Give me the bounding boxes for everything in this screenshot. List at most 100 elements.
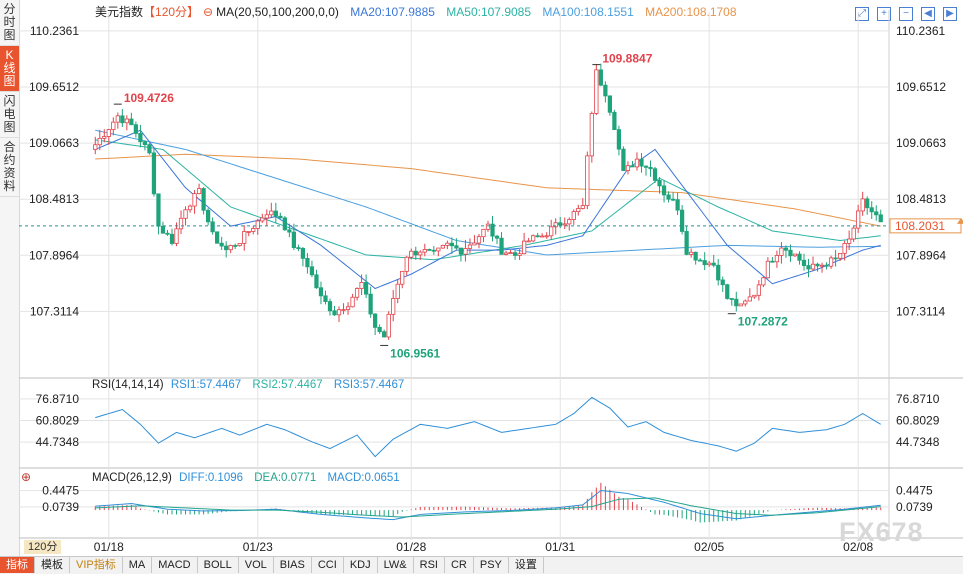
candle-down	[215, 231, 220, 244]
tab-lw[interactable]: LW&	[378, 557, 414, 573]
candle-down	[309, 266, 315, 276]
tab-vol[interactable]: VOL	[239, 557, 274, 573]
candle-down	[449, 242, 455, 247]
tab-kdj[interactable]: KDJ	[344, 557, 378, 573]
sidebar-item-intraday[interactable]: 分时图	[0, 0, 19, 46]
tab-vip-indicators[interactable]: VIP指标	[70, 557, 123, 573]
candle-up	[400, 270, 405, 285]
candle-up	[251, 228, 256, 232]
candle-up	[391, 298, 396, 315]
candle-up	[246, 231, 251, 233]
candle-down	[363, 282, 369, 295]
tab-cr[interactable]: CR	[445, 557, 474, 573]
candle-up	[255, 220, 260, 229]
period-label[interactable]: 【120分】	[143, 5, 200, 19]
candle-up	[761, 277, 766, 286]
candle-up	[594, 69, 599, 114]
macd-tick-left: 0.4475	[42, 484, 79, 498]
candle-up	[562, 223, 567, 226]
candle-down	[224, 245, 229, 251]
candle-up	[521, 240, 527, 255]
candle-up	[765, 260, 771, 279]
tab-settings[interactable]: 设置	[509, 557, 544, 573]
tab-psy[interactable]: PSY	[474, 557, 509, 573]
candle-up	[540, 235, 545, 238]
candle-up	[580, 205, 585, 209]
candle-down	[702, 260, 707, 266]
candle-up	[187, 205, 193, 211]
candle-up	[837, 252, 843, 259]
candle-up	[743, 300, 748, 305]
candle-up	[264, 214, 269, 219]
candle-down	[147, 144, 152, 154]
candle-down	[725, 284, 730, 299]
settings-icon[interactable]: ⊖	[203, 5, 214, 19]
zoom-out-icon[interactable]: −	[899, 7, 913, 21]
tab-cci[interactable]: CCI	[312, 557, 344, 573]
scroll-right-icon[interactable]: ▶	[943, 7, 957, 21]
candle-up	[567, 219, 572, 225]
candle-up	[576, 208, 581, 212]
candle-down	[490, 223, 495, 237]
price-tick-left: 108.4813	[29, 192, 79, 206]
candle-down	[878, 214, 883, 223]
sidebar-item-contract-info[interactable]: 合约资料	[0, 138, 19, 197]
candle-up	[517, 253, 522, 256]
ma-legend: 美元指数【120分】 ⊖ MA(20,50,100,200,0,0) MA20:10…	[95, 3, 745, 20]
candle-down	[865, 198, 870, 209]
rsi3-value: RSI3:57.4467	[333, 379, 405, 391]
time-tick-label: 01/18	[94, 540, 124, 554]
candle-up	[485, 223, 491, 230]
candle-up	[196, 188, 202, 195]
scroll-left-icon[interactable]: ◀	[921, 7, 935, 21]
candle-up	[354, 288, 360, 298]
candle-down	[382, 331, 387, 338]
tab-templates[interactable]: 模板	[35, 557, 70, 573]
candle-up	[476, 236, 482, 244]
macd-settings-icon[interactable]: ⊕	[21, 470, 32, 484]
rsi1-value: RSI1:57.4467	[170, 379, 242, 391]
sidebar-item-flash[interactable]: 闪电图	[0, 92, 19, 138]
candle-down	[368, 293, 373, 315]
rsi2-value: RSI2:57.4467	[252, 379, 323, 391]
candle-down	[327, 301, 333, 312]
ma100-value: MA100:108.1551	[542, 5, 634, 19]
candle-up	[747, 296, 752, 302]
tab-ma[interactable]: MA	[123, 557, 153, 573]
window-buttons: ⤢ + − ◀ ▶	[847, 3, 957, 21]
candle-down	[156, 193, 161, 227]
tab-boll[interactable]: BOLL	[198, 557, 239, 573]
tab-indicators[interactable]: 指标	[0, 557, 35, 573]
candle-down	[693, 251, 698, 261]
ma50-value: MA50:107.9085	[446, 5, 532, 19]
candle-down	[138, 133, 143, 143]
chart-svg[interactable]: 110.2361 110.2361 109.6512 109.6512 109.0663…	[19, 0, 963, 556]
candle-up	[625, 165, 631, 171]
candle-up	[228, 245, 233, 251]
candle-up	[269, 210, 274, 216]
macd-tick-right: 0.0739	[896, 500, 933, 514]
zoom-in-icon[interactable]: +	[877, 7, 891, 21]
rsi-tick-left: 76.8710	[36, 392, 80, 406]
candle-up	[350, 296, 355, 308]
period-selector[interactable]: 120分	[24, 540, 62, 554]
rsi-label: RSI(14,14,14)	[92, 379, 164, 391]
macd-legend: MACD(26,12,9) DIFF:0.1096 DEA:0.0771 MAC…	[92, 472, 408, 484]
candle-down	[332, 310, 337, 316]
candle-up	[111, 121, 116, 131]
candle-down	[373, 313, 378, 328]
candle-down	[869, 207, 874, 213]
fullscreen-icon[interactable]: ⤢	[855, 7, 869, 21]
dea-line	[95, 497, 881, 518]
ma100-line	[95, 129, 881, 256]
tab-bias[interactable]: BIAS	[274, 557, 312, 573]
tab-rsi[interactable]: RSI	[414, 557, 445, 573]
grid-layer	[19, 10, 963, 540]
tab-macd[interactable]: MACD	[152, 557, 198, 573]
candle-down	[607, 95, 613, 113]
candle-down	[458, 247, 464, 255]
current-price-arrow	[957, 217, 963, 224]
indicator-layer	[94, 396, 882, 523]
